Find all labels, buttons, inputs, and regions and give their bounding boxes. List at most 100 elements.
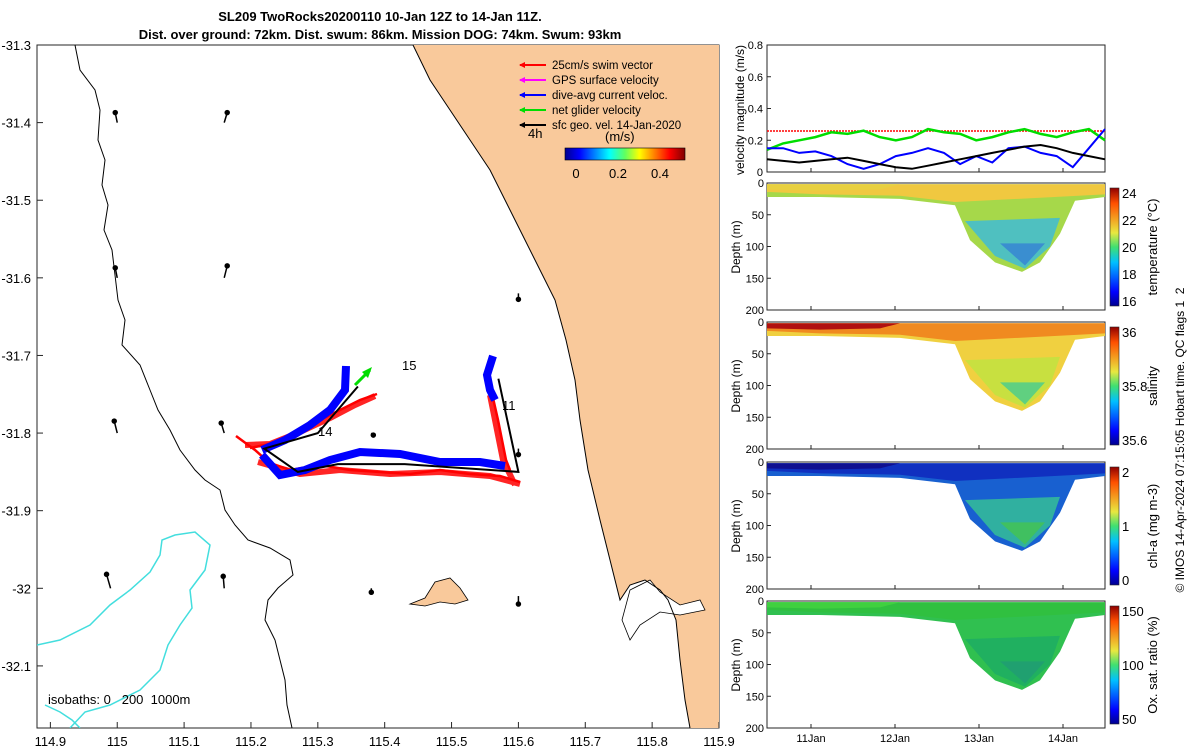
salinity-colorbar-tick: 35.8 <box>1122 379 1147 394</box>
legend-arrowhead <box>519 77 525 83</box>
map-y-tick-label: -31.9 <box>1 504 31 519</box>
chla-y-tick-label: 100 <box>746 521 764 533</box>
salinity-panel: 0 50 100 150 200 Depth (m) 36 35.8 35.6 salinity <box>729 317 1160 456</box>
temperature-y-tick-label: 100 <box>746 242 764 254</box>
speed-colorbar <box>564 147 686 161</box>
map-x-tick-label: 115.6 <box>503 734 535 749</box>
temperature-colorbar <box>1109 187 1120 307</box>
current-velocity-series <box>767 128 1106 170</box>
time-tick-label: 12Jan <box>880 733 910 745</box>
time-tick-label: 13Jan <box>964 733 994 745</box>
salinity-colorbar-label: salinity <box>1145 366 1160 406</box>
scale-label: 4h <box>528 126 542 141</box>
isobath-200m-lower <box>44 704 81 728</box>
oxygen-core <box>965 635 1060 687</box>
chla-panel: 0 50 100 150 200 Depth (m) 2 1 0 chl-a (mg m-3) <box>729 457 1160 596</box>
velocity-y-tick-label: 0.4 <box>748 104 763 116</box>
coastline <box>412 45 691 728</box>
chla-colorbar-tick: 2 <box>1122 465 1129 480</box>
temperature-colorbar-label: temperature (°C) <box>1145 199 1160 296</box>
geo-arrow-head <box>112 265 118 271</box>
geo-arrow-head <box>224 109 230 116</box>
sfc-geo-velocity-arrows <box>103 109 522 607</box>
legend-label: sfc geo. vel. 14-Jan-2020 <box>552 120 681 132</box>
map-y-axis: -31.3 -31.4 -31.5 -31.6 -31.7 -31.8 -31.9 -32 -3… <box>1 38 43 674</box>
chla-y-tick-label: 200 <box>746 584 764 596</box>
map-x-tick-label: 115.8 <box>636 734 668 749</box>
day-label-11: 11 <box>502 398 516 413</box>
salinity-y-tick-label: 150 <box>746 412 764 424</box>
velocity-panel: 0 0.2 0.4 0.6 0.8 velocity magnitude (m/s) <box>733 40 1106 179</box>
chla-y-tick-label: 0 <box>758 457 764 469</box>
temperature-deep-core <box>1000 243 1045 266</box>
land-mass <box>413 45 719 728</box>
temperature-y-tick-label: 150 <box>746 273 764 285</box>
chla-y-tick-label: 150 <box>746 552 764 564</box>
colorbar-unit: (m/s) <box>605 129 635 144</box>
velocity-ylabel: velocity magnitude (m/s) <box>733 45 747 175</box>
oxygen-colorbar-label: Ox. sat. ratio (%) <box>1145 616 1160 714</box>
map-x-tick-label: 115 <box>107 734 128 749</box>
chla-ylabel: Depth (m) <box>729 499 743 552</box>
chla-colorbar-tick: 0 <box>1122 573 1129 588</box>
legend-arrowhead <box>519 92 525 98</box>
salinity-top-band <box>767 323 900 330</box>
geo-arrow-head <box>103 571 110 578</box>
oxygen-colorbar <box>1109 605 1120 725</box>
oxygen-top-band <box>767 602 900 609</box>
map-y-tick-label: -31.3 <box>1 38 31 53</box>
legend-label: net glider velocity <box>552 105 641 117</box>
chla-colorbar <box>1109 466 1120 586</box>
temperature-y-tick-label: 0 <box>758 178 764 190</box>
legend-arrowhead <box>519 62 525 68</box>
chla-colorbar-tick: 1 <box>1122 519 1129 534</box>
temperature-colorbar-tick: 20 <box>1122 240 1136 255</box>
colorbar-tick-0: 0 <box>572 166 579 181</box>
chla-y-tick-label: 50 <box>752 489 764 501</box>
island <box>408 577 469 607</box>
temperature-ylabel: Depth (m) <box>729 220 743 273</box>
map-x-tick-label: 114.9 <box>35 734 67 749</box>
temperature-colorbar-tick: 16 <box>1122 294 1136 309</box>
map-y-tick-label: -31.7 <box>1 348 31 363</box>
time-tick-label: 11Jan <box>796 733 825 745</box>
isobath-1000m <box>74 45 294 728</box>
geo-arrow-head <box>515 451 522 458</box>
map-x-tick-label: 115.5 <box>436 734 468 749</box>
geo-arrow-head <box>224 263 230 269</box>
velocity-y-tick-label: 0.8 <box>748 40 763 52</box>
oxygen-y-tick-label: 200 <box>746 723 764 735</box>
temperature-y-tick-label: 50 <box>752 210 764 222</box>
map-x-axis: 114.9 115 115.1 115.2 115.3 115.4 115.5 115.6 11… <box>35 722 735 749</box>
map-x-tick-label: 115.3 <box>302 734 334 749</box>
legend-label: 25cm/s swim vector <box>552 60 653 72</box>
salinity-colorbar-tick: 36 <box>1122 325 1136 340</box>
legend-label: dive-avg current veloc. <box>552 90 668 102</box>
temperature-top-band <box>767 184 900 191</box>
map-y-tick-label: -32.1 <box>1 659 31 674</box>
map-x-tick-label: 115.2 <box>235 734 267 749</box>
salinity-deep-core <box>1000 382 1045 405</box>
salinity-y-tick-label: 200 <box>746 444 764 456</box>
map-y-tick-label: -31.8 <box>1 426 31 441</box>
salinity-y-tick-label: 50 <box>752 349 764 361</box>
chla-colorbar-label: chl-a (mg m-3) <box>1145 484 1160 569</box>
geo-arrow-head <box>112 109 118 116</box>
map-y-tick-label: -31.5 <box>1 193 31 208</box>
oxygen-y-tick-label: 50 <box>752 628 764 640</box>
oxygen-colorbar-tick: 50 <box>1122 712 1136 727</box>
oxygen-colorbar-tick: 150 <box>1122 604 1144 619</box>
day-label-14: 14 <box>318 424 332 439</box>
salinity-colorbar <box>1109 326 1120 446</box>
time-tick-label: 14Jan <box>1048 733 1078 745</box>
isobaths-label: isobaths: 0 200 1000m <box>48 692 190 707</box>
glider-track-line <box>262 378 520 473</box>
geo-arrow-head <box>515 601 522 607</box>
footer-text: © IMOS 14-Apr-2024 07:15:05 Hobart time.… <box>1173 287 1187 592</box>
map-x-tick-label: 115.1 <box>168 734 200 749</box>
dive-avg-current <box>259 354 506 480</box>
geo-arrow-head <box>218 420 224 426</box>
temperature-panel: 0 50 100 150 200 Depth (m) 24 22 20 18 16 temperatu… <box>729 178 1160 317</box>
chla-deep-core <box>1000 522 1045 545</box>
